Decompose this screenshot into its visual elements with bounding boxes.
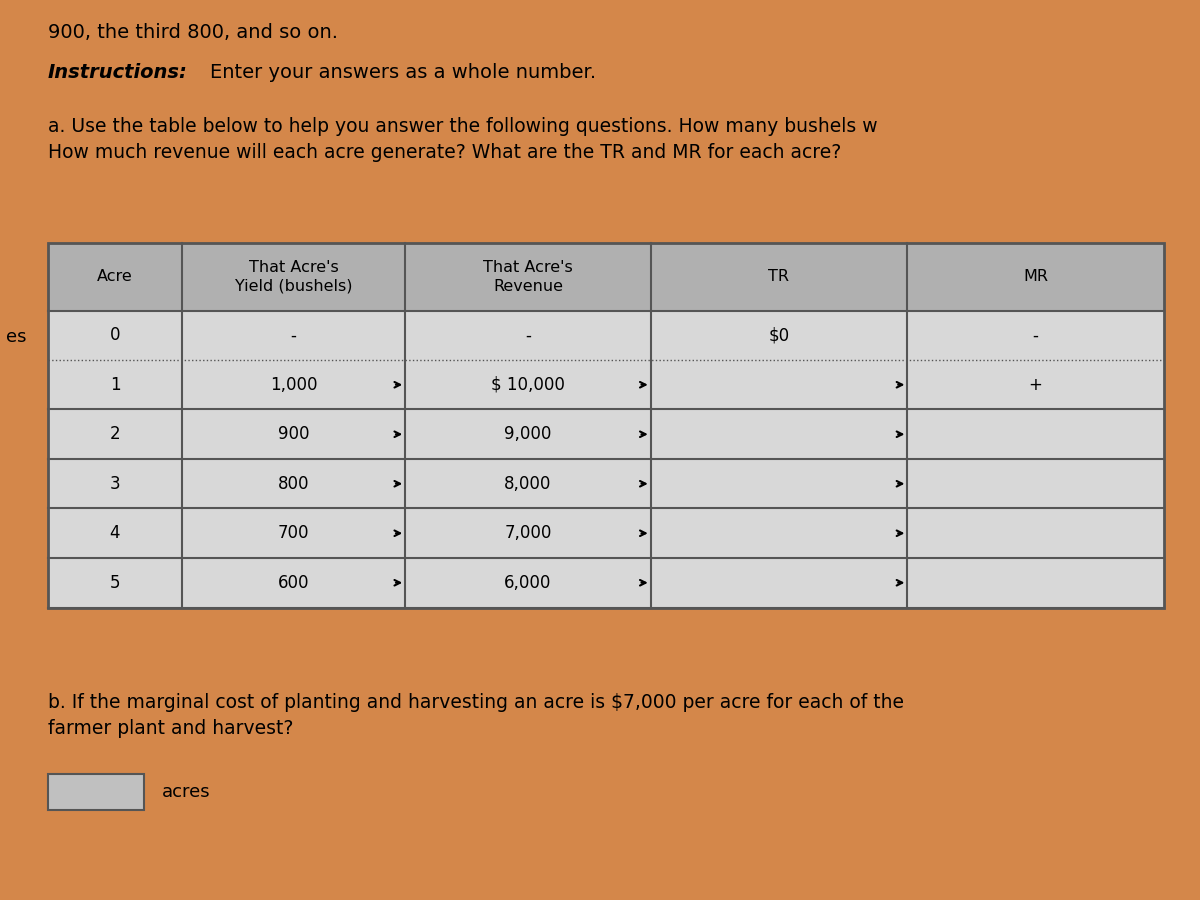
Bar bbox=[48, 410, 1164, 459]
Bar bbox=[48, 774, 144, 810]
Text: -: - bbox=[1033, 327, 1038, 344]
Text: 3: 3 bbox=[109, 475, 120, 493]
Bar bbox=[48, 243, 1164, 310]
Text: a. Use the table below to help you answer the following questions. How many bush: a. Use the table below to help you answe… bbox=[48, 117, 877, 163]
Bar bbox=[48, 558, 1164, 608]
Text: That Acre's
Revenue: That Acre's Revenue bbox=[484, 260, 572, 293]
Text: 6,000: 6,000 bbox=[504, 574, 552, 592]
Text: 5: 5 bbox=[109, 574, 120, 592]
Bar bbox=[48, 360, 1164, 410]
Text: 700: 700 bbox=[277, 524, 310, 542]
Bar bbox=[48, 459, 1164, 508]
Text: $0: $0 bbox=[768, 327, 790, 344]
Text: 4: 4 bbox=[109, 524, 120, 542]
Text: That Acre's
Yield (bushels): That Acre's Yield (bushels) bbox=[235, 260, 353, 293]
Text: 2: 2 bbox=[109, 425, 120, 443]
Text: Instructions:: Instructions: bbox=[48, 63, 187, 82]
Text: b. If the marginal cost of planting and harvesting an acre is $7,000 per acre fo: b. If the marginal cost of planting and … bbox=[48, 693, 904, 739]
Text: +: + bbox=[1028, 376, 1043, 394]
Text: 7,000: 7,000 bbox=[504, 524, 552, 542]
Text: $ 10,000: $ 10,000 bbox=[491, 376, 565, 394]
Text: -: - bbox=[524, 327, 530, 344]
Text: es: es bbox=[6, 328, 26, 346]
Text: 8,000: 8,000 bbox=[504, 475, 552, 493]
Bar bbox=[48, 508, 1164, 558]
Bar bbox=[48, 310, 1164, 360]
Text: 600: 600 bbox=[277, 574, 310, 592]
Text: 1,000: 1,000 bbox=[270, 376, 317, 394]
Text: 900: 900 bbox=[277, 425, 310, 443]
Text: Acre: Acre bbox=[97, 269, 133, 284]
Text: 0: 0 bbox=[109, 327, 120, 344]
Text: 900, the third 800, and so on.: 900, the third 800, and so on. bbox=[48, 22, 338, 41]
Text: -: - bbox=[290, 327, 296, 344]
Text: 800: 800 bbox=[277, 475, 310, 493]
Text: 9,000: 9,000 bbox=[504, 425, 552, 443]
Text: 1: 1 bbox=[109, 376, 120, 394]
Text: acres: acres bbox=[162, 783, 211, 801]
Text: MR: MR bbox=[1024, 269, 1048, 284]
Text: TR: TR bbox=[768, 269, 790, 284]
Text: Enter your answers as a whole number.: Enter your answers as a whole number. bbox=[210, 63, 596, 82]
